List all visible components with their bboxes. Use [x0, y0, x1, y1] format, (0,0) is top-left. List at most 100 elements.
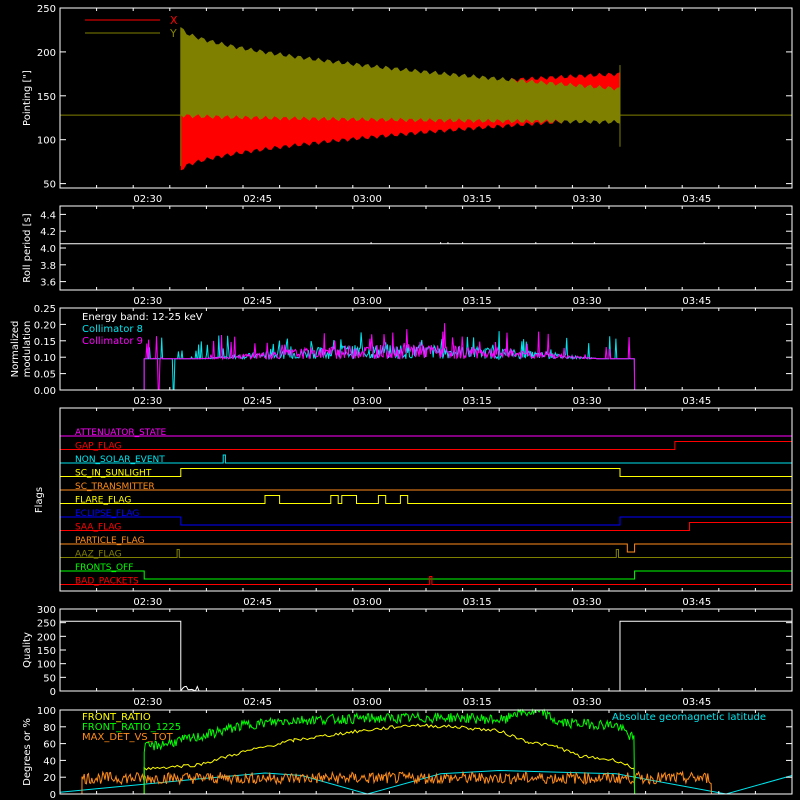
ratios-panel: 0 20 40 60 80 100 Degrees or % FRONT_RATIO FR…: [22, 706, 793, 800]
y-tick-label: 50: [43, 180, 56, 191]
y-tick-label: 3.6: [40, 278, 56, 289]
y-tick-label: 4.4: [40, 210, 56, 221]
flag-label-flare-flag: FLARE_FLAG: [75, 496, 131, 506]
pointing-panel: 02:30 02:45 03:00 03:15 03:30 03:45 50 100 150 20…: [22, 4, 793, 205]
flag-label-particle-flag: PARTICLE_FLAG: [75, 536, 145, 546]
time-tick-label: 02:30: [133, 597, 162, 608]
y-tick-label: 80: [43, 723, 56, 734]
roll-period-panel: 02:30 02:45 03:00 03:15 03:30 03:45 3.6 3.8 4.0 4…: [22, 205, 793, 307]
time-tick-label: 03:30: [573, 396, 602, 407]
time-tick-label: 03:30: [573, 597, 602, 608]
time-tick-label: 02:45: [243, 296, 272, 307]
time-tick-label: 03:30: [573, 194, 602, 205]
y-tick-label: 200: [37, 48, 56, 59]
quality-ylabel: Quality: [22, 632, 33, 668]
flag-label-saa-flag: SAA_FLAG: [75, 523, 121, 533]
time-tick-label: 02:45: [243, 697, 272, 708]
pointing-y-band: [180, 27, 621, 125]
energy-band-annotation: Energy band: 12-25 keV: [82, 312, 203, 323]
time-tick-label: 03:45: [682, 296, 711, 307]
collimator-9-label: Collimator 9: [82, 336, 143, 347]
flag-trace-fronts-off: [60, 570, 792, 580]
max-det-vs-tot-trace: [60, 770, 792, 795]
collimator-8-label: Collimator 8: [82, 324, 143, 335]
flags-panel: ATTENUATOR_STATE GAP_FLAG NON_SOLAR_EVENT S…: [34, 407, 793, 608]
y-tick-label: 0.25: [34, 304, 56, 315]
y-tick-label: 0: [50, 687, 56, 698]
flag-label-gap-flag: GAP_FLAG: [75, 442, 121, 452]
ratios-ylabel: Degrees or %: [22, 718, 33, 786]
time-tick-label: 03:15: [463, 296, 492, 307]
time-tick-label: 03:45: [682, 396, 711, 407]
flag-trace-bad-packets: [60, 576, 792, 585]
flag-trace-aaz-flag: [60, 549, 792, 558]
modulation-panel: 02:30 02:45 03:00 03:15 03:30 03:45 0.00 0.05 0.…: [10, 304, 793, 407]
y-tick-label: 0.15: [34, 337, 56, 348]
y-tick-label: 0.00: [34, 386, 56, 397]
time-tick-label: 02:30: [133, 194, 162, 205]
time-tick-label: 03:45: [682, 597, 711, 608]
y-tick-label: 0.10: [34, 353, 56, 364]
time-tick-label: 03:15: [463, 194, 492, 205]
legend-geomagnetic-latitude: Absolute geomagnetic latitude: [612, 712, 766, 723]
y-tick-label: 20: [43, 773, 56, 784]
y-tick-label: 300: [37, 605, 56, 616]
flag-label-eclipse-flag: ECLIPSE_FLAG: [75, 509, 139, 519]
flag-label-fronts-off: FRONTS_OFF: [75, 563, 133, 573]
legend-front-ratio: FRONT_RATIO: [82, 712, 151, 723]
legend-front-ratio-1225: FRONT_RATIO_1225: [82, 722, 181, 733]
modulation-ylabel-1: Normalized: [10, 321, 21, 378]
flag-trace-flare-flag: [60, 495, 792, 504]
time-tick-label: 02:45: [243, 597, 272, 608]
collimator-9-trace: [60, 323, 792, 391]
pointing-ylabel: Pointing ["]: [22, 70, 33, 126]
time-tick-label: 03:00: [353, 296, 382, 307]
time-tick-label: 03:15: [463, 597, 492, 608]
time-tick-label: 03:30: [573, 296, 602, 307]
flag-trace-non-solar-event: [60, 454, 792, 464]
y-tick-label: 250: [37, 4, 56, 15]
time-tick-label: 02:45: [243, 396, 272, 407]
y-tick-label: 100: [37, 660, 56, 671]
time-tick-label: 02:30: [133, 396, 162, 407]
time-tick-label: 03:45: [682, 194, 711, 205]
y-tick-label: 50: [43, 673, 56, 684]
flag-trace-saa-flag: [60, 522, 792, 531]
time-tick-label: 03:00: [353, 697, 382, 708]
y-tick-label: 100: [37, 136, 56, 147]
time-tick-label: 03:15: [463, 396, 492, 407]
flag-trace-eclipse-flag: [60, 516, 792, 526]
y-tick-label: 4.2: [40, 227, 56, 238]
roll-period-ylabel: Roll period [s]: [22, 213, 33, 282]
quality-panel: 02:30 02:45 03:00 03:15 03:30 03:45 0 50 100 150 2…: [22, 605, 793, 708]
front-ratio-1225-trace: [60, 708, 792, 795]
time-tick-label: 02:45: [243, 194, 272, 205]
y-tick-label: 40: [43, 756, 56, 767]
y-tick-label: 3.8: [40, 261, 56, 272]
time-tick-label: 03:00: [353, 194, 382, 205]
legend-max-det-vs-tot: MAX_DET_VS_TOT: [82, 732, 174, 743]
flag-label-attenuator-state: ATTENUATOR_STATE: [75, 428, 167, 438]
flags-ylabel: Flags: [34, 487, 45, 513]
y-tick-label: 0.05: [34, 370, 56, 381]
flag-trace-particle-flag: [60, 543, 792, 553]
time-tick-label: 03:30: [573, 697, 602, 708]
y-tick-label: 0: [50, 790, 56, 800]
y-tick-label: 60: [43, 740, 56, 751]
time-tick-label: 03:45: [682, 697, 711, 708]
time-tick-label: 03:00: [353, 597, 382, 608]
y-tick-label: 150: [37, 92, 56, 103]
flag-label-aaz-flag: AAZ_FLAG: [75, 550, 122, 560]
time-tick-label: 02:30: [133, 697, 162, 708]
modulation-ylabel-2: modulation: [22, 321, 33, 378]
y-tick-label: 0.20: [34, 320, 56, 331]
time-tick-label: 02:30: [133, 296, 162, 307]
legend-y-label: Y: [169, 27, 177, 40]
flag-label-bad-packets: BAD_PACKETS: [75, 577, 139, 587]
flag-trace-sc-in-sunlight: [60, 468, 792, 477]
time-tick-label: 03:00: [353, 396, 382, 407]
flag-trace-gap-flag: [60, 441, 792, 450]
y-tick-label: 4.0: [40, 244, 56, 255]
y-tick-label: 150: [37, 646, 56, 657]
